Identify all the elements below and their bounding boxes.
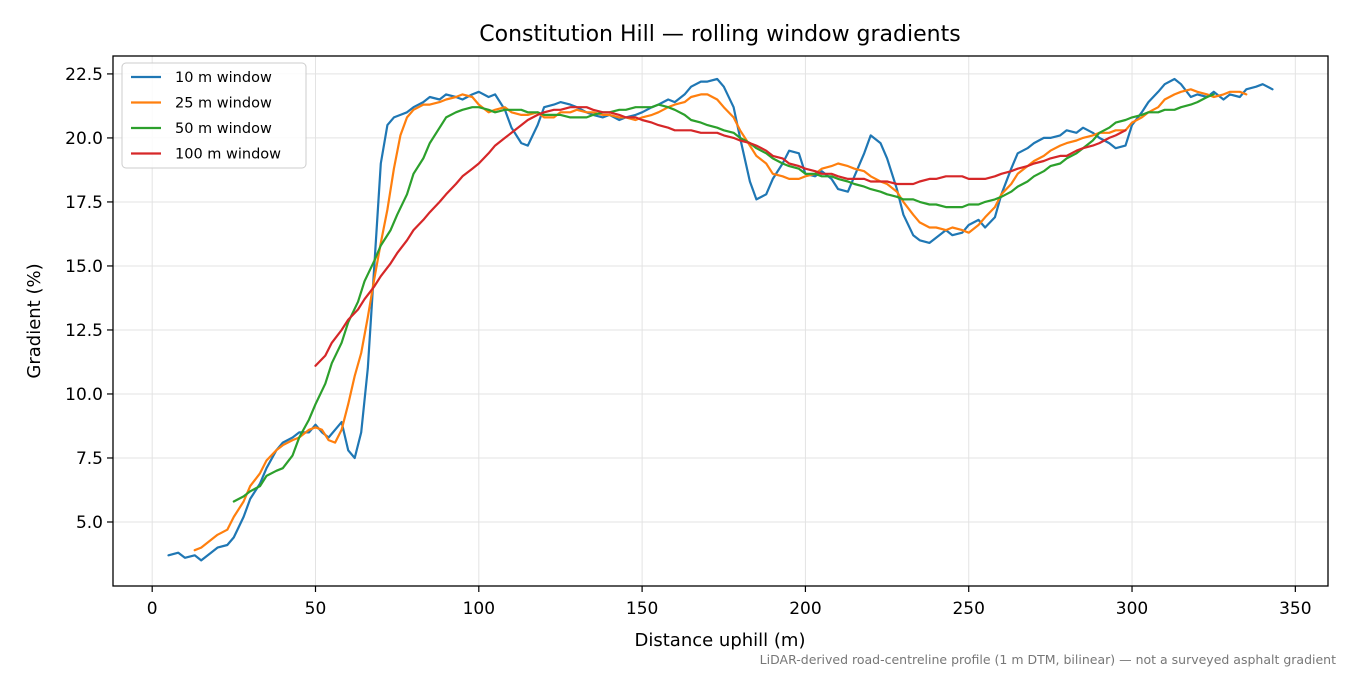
y-tick-label: 7.5 — [76, 449, 103, 469]
y-axis-label: Gradient (%) — [24, 263, 45, 378]
y-tick-label: 10.0 — [65, 385, 103, 405]
x-tick-label: 50 — [305, 599, 327, 619]
y-tick-label: 22.5 — [65, 65, 103, 85]
y-tick-label: 12.5 — [65, 321, 103, 341]
x-tick-label: 150 — [626, 599, 658, 619]
y-tick-label: 15.0 — [65, 257, 103, 277]
x-tick-label: 0 — [147, 599, 158, 619]
series-line-1 — [167, 77, 1274, 562]
legend: 10 m window 25 m window 50 m window 100 m w… — [121, 62, 307, 169]
x-tick-label: 100 — [463, 599, 495, 619]
series-line-3 — [232, 93, 1215, 503]
legend-label: 100 m window — [175, 147, 281, 163]
legend-label: 50 m window — [175, 121, 272, 137]
chart-title: Constitution Hill — rolling window gradi… — [479, 22, 960, 47]
legend-label: 25 m window — [175, 96, 272, 112]
legend-box — [121, 62, 307, 169]
series-lines — [167, 77, 1274, 562]
legend-items: 10 m window 25 m window 50 m window 100 m w… — [131, 70, 281, 163]
footnote: LiDAR-derived road-centreline profile (1… — [759, 652, 1336, 667]
y-tick-label: 17.5 — [65, 193, 103, 213]
x-tick-label: 200 — [789, 599, 821, 619]
series-line-2 — [193, 88, 1248, 552]
y-tick-label: 5.0 — [76, 513, 103, 533]
legend-label: 10 m window — [175, 70, 272, 86]
grid-lines — [113, 56, 1328, 586]
x-tick-label: 300 — [1116, 599, 1148, 619]
series-line-4 — [314, 106, 1127, 367]
axis-ticks: 0 50 100 150 200 250 300 350 5.0 7.5 10.0 12.5 15.0 1… — [65, 65, 1311, 619]
plot-frame — [112, 55, 1329, 587]
x-axis-label: Distance uphill (m) — [635, 630, 806, 651]
x-tick-label: 250 — [952, 599, 984, 619]
x-tick-label: 350 — [1279, 599, 1311, 619]
y-tick-label: 20.0 — [65, 129, 103, 149]
